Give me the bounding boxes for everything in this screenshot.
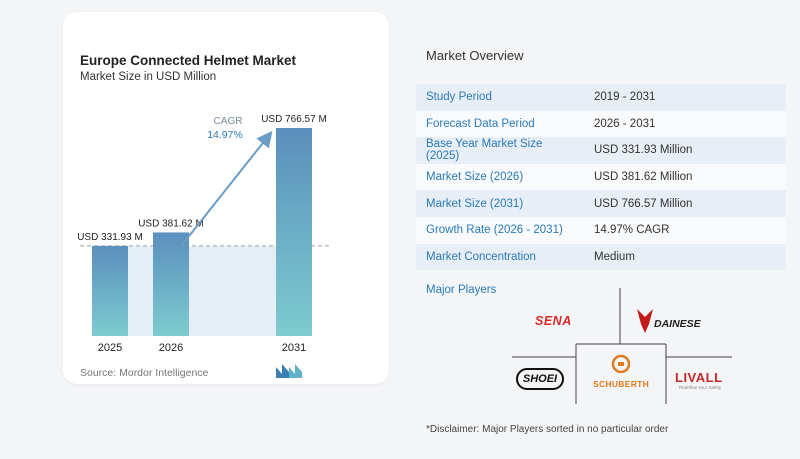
cagr-label: CAGR xyxy=(214,116,243,127)
chart-source: Source: Mordor Intelligence xyxy=(80,367,209,379)
overview-row: Forecast Data Period 2026 - 2031 xyxy=(416,110,786,138)
overview-row-label: Forecast Data Period xyxy=(416,110,584,138)
shoei-logo: SHOEI xyxy=(516,368,564,390)
sena-logo: SENA xyxy=(535,314,572,328)
overview-row: Growth Rate (2026 - 2031) 14.97% CAGR xyxy=(416,216,786,244)
disclaimer: *Disclaimer: Major Players sorted in no … xyxy=(426,424,669,435)
overview-table: Study Period 2019 - 2031 Forecast Data Per… xyxy=(416,84,786,271)
overview-row-value: USD 766.57 Million xyxy=(584,190,786,217)
growth-band xyxy=(92,245,312,336)
schuberth-logo: SCHUBERTH xyxy=(593,379,650,389)
livall-logo: LIVALL xyxy=(675,370,723,385)
cagr-arrow xyxy=(181,130,273,246)
overview-row: Study Period 2019 - 2031 xyxy=(416,84,786,111)
major-players-title: Major Players xyxy=(426,284,497,296)
overview-title: Market Overview xyxy=(426,48,524,63)
data-label: USD 381.62 M xyxy=(138,218,204,229)
overview-row-label: Growth Rate (2026 - 2031) xyxy=(416,216,584,244)
x-tick-label: 2026 xyxy=(159,342,183,354)
overview-row-value: 14.97% CAGR xyxy=(584,216,786,244)
data-label: USD 766.57 M xyxy=(261,114,327,125)
cagr-value: 14.97% xyxy=(207,129,243,141)
overview-row-value: Medium xyxy=(584,243,786,271)
overview-row-label: Study Period xyxy=(416,84,584,111)
mordor-logo-icon xyxy=(276,364,302,378)
data-label: USD 331.93 M xyxy=(77,232,143,243)
overview-row-label: Base Year Market Size (2025) xyxy=(416,137,584,164)
x-tick-label: 2025 xyxy=(98,342,122,354)
overview-row-value: USD 331.93 Million xyxy=(584,137,786,164)
overview-row-label: Market Concentration xyxy=(416,243,584,271)
overview-row: Market Size (2031) USD 766.57 Million xyxy=(416,190,786,217)
bar-chart: USD 331.93 M 2025 USD 381.62 M 2026 USD 766.… xyxy=(77,114,330,354)
chart-title: Europe Connected Helmet Market xyxy=(80,53,297,68)
dainese-devil-icon xyxy=(637,309,653,333)
overview-row-value: 2026 - 2031 xyxy=(584,110,786,138)
overview-row: Market Concentration Medium xyxy=(416,243,786,271)
bar-2026 xyxy=(153,232,189,336)
schuberth-emblem-icon xyxy=(611,354,631,374)
overview-row: Base Year Market Size (2025) USD 331.93 M… xyxy=(416,137,786,164)
bar-2031 xyxy=(276,128,312,336)
overview-row-value: USD 381.62 Million xyxy=(584,163,786,191)
x-tick-label: 2031 xyxy=(282,342,306,354)
overview-row-label: Market Size (2026) xyxy=(416,163,584,191)
overview-row-label: Market Size (2031) xyxy=(416,190,584,217)
bar-2025 xyxy=(92,245,128,336)
livall-tagline: Redefine Your Safety xyxy=(679,385,722,390)
players-grid-lines xyxy=(512,288,732,404)
dainese-logo: DAINESE xyxy=(654,318,701,330)
overview-row: Market Size (2026) USD 381.62 Million xyxy=(416,163,786,191)
overview-row-value: 2019 - 2031 xyxy=(584,84,786,111)
chart-subtitle: Market Size in USD Million xyxy=(80,71,217,83)
